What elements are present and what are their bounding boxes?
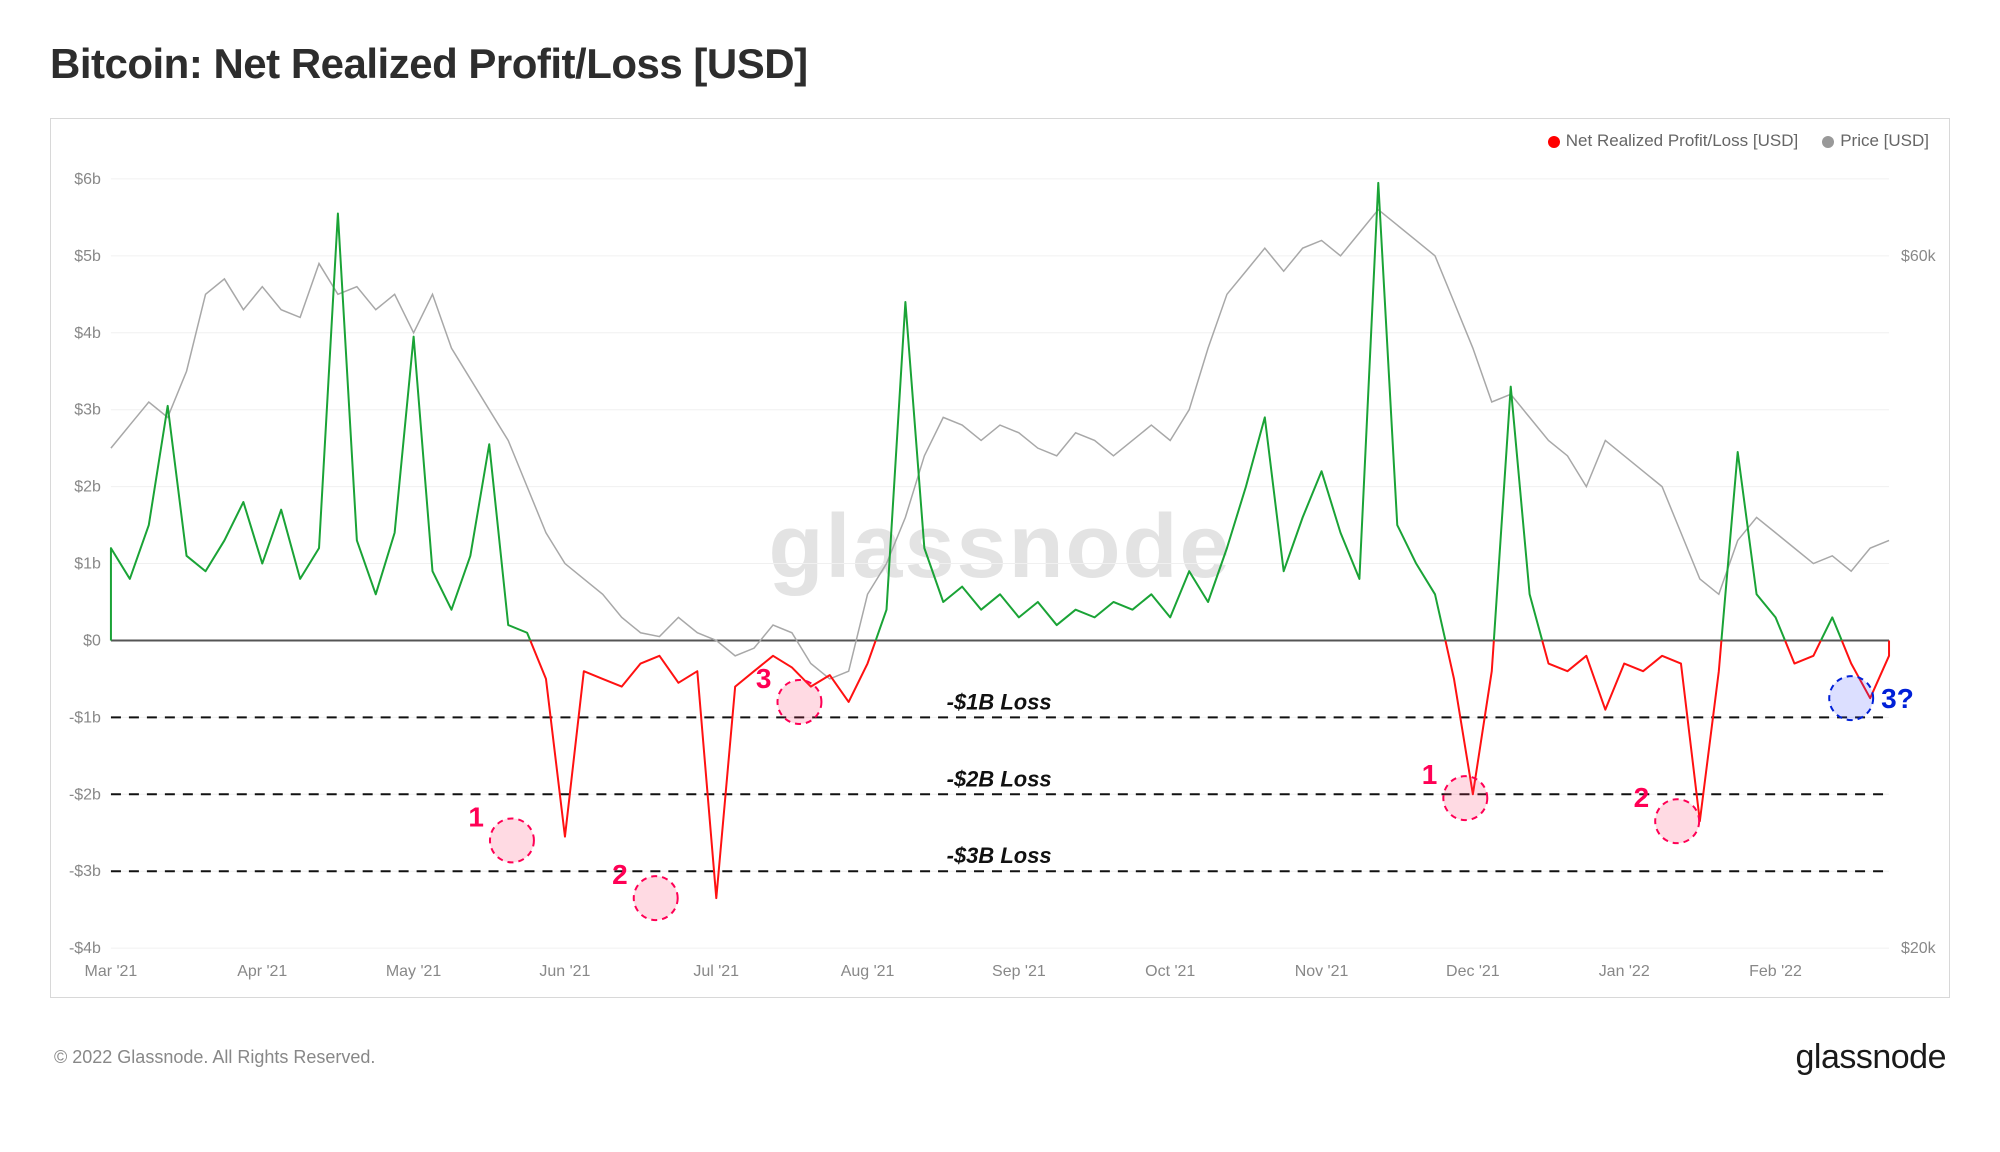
svg-text:$4b: $4b [74,325,101,342]
svg-text:-$1B Loss: -$1B Loss [947,689,1052,714]
svg-text:Mar '21: Mar '21 [85,963,138,980]
svg-text:Apr '21: Apr '21 [237,963,287,980]
svg-text:$0: $0 [83,632,101,649]
svg-text:-$4b: -$4b [69,940,101,957]
svg-text:$1b: $1b [74,556,101,573]
svg-text:Dec '21: Dec '21 [1446,963,1500,980]
chart-svg: $6b $5b $4b $3b $2b $1b $0 -$1b -$2b -$3b -$4b $60k… [51,119,1949,998]
svg-text:$3b: $3b [74,402,101,419]
svg-text:$60k: $60k [1901,248,1936,265]
svg-text:-$2b: -$2b [69,786,101,803]
svg-text:Sep '21: Sep '21 [992,963,1046,980]
svg-text:-$1b: -$1b [69,709,101,726]
chart-container: Bitcoin: Net Realized Profit/Loss [USD] … [0,0,2000,1152]
svg-text:Oct '21: Oct '21 [1145,963,1195,980]
svg-text:1: 1 [468,801,484,832]
svg-text:Jun '21: Jun '21 [539,963,590,980]
chart-box: glassnode Net Realized Profit/Loss [USD]… [50,118,1950,998]
svg-text:Feb '22: Feb '22 [1749,963,1802,980]
svg-text:3?: 3? [1881,683,1914,714]
svg-text:-$2B Loss: -$2B Loss [947,766,1052,791]
svg-text:Jul '21: Jul '21 [693,963,739,980]
svg-text:Nov '21: Nov '21 [1295,963,1349,980]
copyright: © 2022 Glassnode. All Rights Reserved. [54,1047,375,1068]
svg-text:3: 3 [756,663,772,694]
svg-text:$5b: $5b [74,248,101,265]
svg-text:Aug '21: Aug '21 [841,963,895,980]
svg-text:1: 1 [1422,759,1438,790]
page-title: Bitcoin: Net Realized Profit/Loss [USD] [50,40,1950,88]
brand-logo: glassnode [1795,1038,1946,1077]
svg-text:2: 2 [612,859,628,890]
footer: © 2022 Glassnode. All Rights Reserved. g… [50,1038,1950,1077]
svg-text:-$3b: -$3b [69,863,101,880]
svg-text:May '21: May '21 [386,963,442,980]
svg-text:$6b: $6b [74,171,101,188]
svg-text:$2b: $2b [74,479,101,496]
svg-text:Jan '22: Jan '22 [1599,963,1650,980]
svg-text:$20k: $20k [1901,940,1936,957]
svg-text:-$3B Loss: -$3B Loss [947,843,1052,868]
svg-text:2: 2 [1634,782,1650,813]
